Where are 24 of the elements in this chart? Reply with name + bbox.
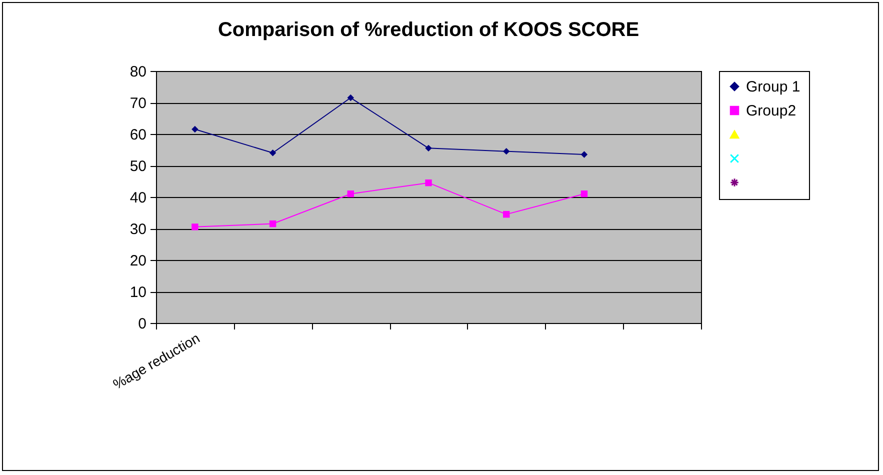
- y-tick-label: 0: [138, 316, 146, 332]
- point: [425, 179, 432, 186]
- y-tick-label: 40: [130, 190, 146, 206]
- point: [425, 144, 432, 152]
- y-tick-label: 20: [130, 252, 146, 270]
- point: [347, 94, 354, 102]
- y-tick-label: 30: [130, 221, 146, 238]
- point: [503, 210, 510, 218]
- point: [503, 148, 510, 155]
- y-tick-label: 60: [130, 126, 146, 144]
- point: [580, 151, 588, 158]
- point: [269, 150, 276, 156]
- y-tick-label: 50: [130, 158, 146, 175]
- y-tick-label: 70: [130, 95, 146, 112]
- point: [580, 190, 588, 198]
- point: [269, 220, 276, 228]
- point: [347, 190, 354, 198]
- y-tick-label: 10: [130, 284, 146, 301]
- point: [192, 224, 198, 230]
- chart-title: Comparison of %reduction of KOOS SCORE: [218, 19, 640, 41]
- legend-label: Group 1: [746, 78, 800, 96]
- legend-label: Group2: [746, 102, 796, 120]
- point: [192, 126, 198, 133]
- y-tick-label: 80: [130, 64, 146, 80]
